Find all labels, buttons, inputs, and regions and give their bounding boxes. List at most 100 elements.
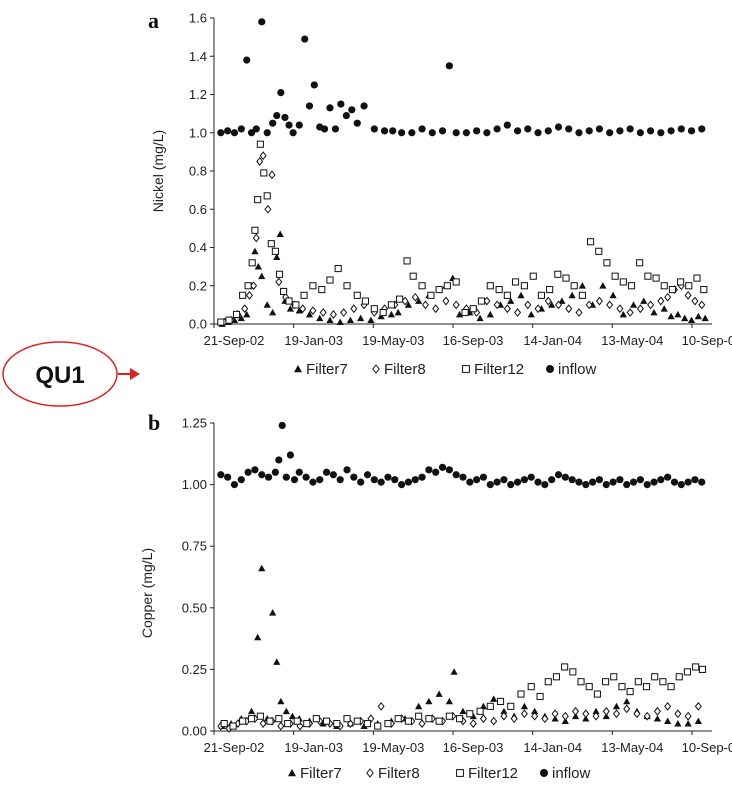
y-tick-label-a: 1.2 (189, 87, 207, 102)
data-point-inflow (263, 129, 271, 137)
data-point-filter8 (490, 716, 498, 726)
data-point-filter8 (595, 296, 603, 306)
data-point-inflow (244, 468, 252, 476)
data-point-inflow (310, 81, 318, 89)
data-point-filter12 (323, 717, 331, 725)
series-filter12-b (220, 663, 707, 730)
data-point-inflow (290, 476, 299, 484)
data-point-inflow (302, 473, 310, 481)
data-point-inflow (316, 476, 324, 484)
data-point-filter12 (611, 272, 619, 280)
data-point-inflow (520, 476, 528, 484)
data-point-inflow (322, 468, 331, 476)
data-point-filter12 (443, 282, 451, 290)
data-point-filter12 (379, 308, 387, 317)
data-point-filter8 (606, 300, 614, 310)
x-tick-label-a: 21-Sep-02 (204, 333, 265, 348)
data-point-filter8 (582, 709, 590, 719)
data-point-filter7 (357, 314, 365, 322)
data-point-filter7 (251, 247, 259, 255)
data-point-filter12 (587, 238, 595, 246)
data-point-filter8 (636, 304, 644, 314)
data-point-filter12 (529, 272, 537, 280)
data-point-filter7 (571, 712, 580, 720)
callout-ellipse (2, 341, 118, 407)
data-point-filter12 (651, 673, 659, 681)
data-point-filter7 (269, 609, 277, 616)
data-point-filter8 (296, 721, 304, 731)
data-point-filter12 (486, 282, 494, 290)
legend-item-filter7: Filter7 (294, 361, 348, 378)
data-point-filter7 (394, 308, 402, 316)
data-point-filter7 (490, 695, 498, 702)
data-point-filter12 (343, 282, 351, 290)
data-point-filter12 (275, 270, 284, 278)
data-point-inflow (575, 129, 583, 137)
data-point-filter12 (552, 673, 561, 681)
data-point-filter12 (403, 257, 411, 265)
data-point-filter8 (442, 296, 450, 306)
data-point-inflow (251, 466, 259, 474)
arrow-right-icon (130, 368, 140, 380)
data-point-filter7 (650, 308, 658, 316)
data-point-filter12 (363, 720, 372, 728)
data-point-inflow (616, 127, 624, 135)
data-point-inflow (320, 125, 329, 133)
legend-label-inflow: inflow (558, 361, 597, 378)
data-point-inflow (657, 129, 665, 137)
data-point-filter7 (316, 314, 324, 322)
data-point-filter8 (592, 711, 600, 721)
data-point-filter8 (510, 714, 518, 724)
legend-marker-filter8-icon (372, 364, 380, 374)
data-point-filter8 (350, 304, 358, 314)
data-point-filter12 (602, 678, 610, 686)
data-point-filter8 (626, 308, 634, 317)
data-point-filter7 (694, 717, 702, 725)
data-point-filter12 (229, 722, 237, 730)
data-point-filter12 (642, 683, 651, 691)
data-point-inflow (606, 129, 614, 137)
legend-item-inflow: inflow (546, 361, 597, 378)
data-point-filter7 (548, 301, 556, 308)
data-point-inflow (285, 121, 293, 129)
data-point-filter12 (418, 282, 426, 290)
data-point-inflow (428, 129, 436, 137)
data-point-inflow (301, 35, 309, 43)
data-point-inflow (691, 476, 699, 484)
legend-item-inflow: inflow (540, 765, 591, 782)
data-point-filter12 (578, 291, 586, 299)
data-point-filter12 (343, 715, 351, 723)
data-point-inflow (507, 481, 515, 489)
data-point-filter7 (687, 316, 696, 324)
data-point-filter8 (319, 308, 327, 317)
data-point-filter12 (503, 291, 511, 299)
legend-label-inflow: inflow (552, 765, 591, 782)
x-tick-label-a: 13-May-04 (601, 333, 663, 348)
panel-label-b: b (148, 410, 160, 435)
legend-item-filter12: Filter12 (462, 361, 524, 378)
data-point-inflow (609, 478, 617, 486)
y-tick-label-a: 0.6 (189, 202, 207, 217)
data-point-filter7 (674, 310, 682, 318)
data-point-filter7 (425, 697, 433, 705)
data-point-inflow (483, 129, 491, 137)
data-point-filter7 (459, 707, 467, 715)
data-point-filter8 (616, 304, 624, 314)
data-point-filter12 (394, 715, 402, 723)
data-point-filter8 (252, 233, 260, 243)
data-point-filter12 (469, 305, 477, 313)
data-point-filter8 (520, 709, 528, 719)
data-point-inflow (337, 100, 345, 108)
data-point-inflow (271, 468, 279, 476)
y-axis-label-b: Copper (mg/L) (139, 548, 155, 638)
data-point-filter7 (273, 658, 281, 665)
data-point-filter8 (551, 709, 559, 719)
chart-panel-b: b Copper (mg/L) 0.00 0.25 0.50 0.75 1.00 1.25… (139, 410, 732, 782)
data-point-inflow (295, 468, 303, 476)
y-tick-label-a: 1.4 (189, 49, 207, 64)
data-point-filter12 (511, 278, 520, 286)
series-inflow-a (217, 18, 706, 137)
data-point-inflow (589, 478, 597, 486)
data-point-inflow (647, 127, 655, 135)
data-point-filter12 (456, 715, 464, 723)
